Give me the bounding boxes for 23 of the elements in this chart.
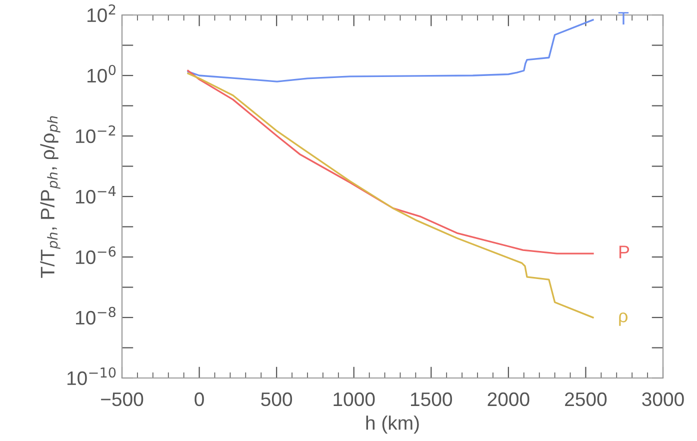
y-tick-label: 10$^{−4}$ [76,186,116,204]
x-tick-label: 1500 [411,392,452,406]
series-label: P [619,246,630,258]
y-tick-label: 10$^{2}$ [88,4,116,22]
x-axis-title: h (km) [366,416,419,434]
line-series [187,70,594,254]
x-tick-label: −500 [101,392,144,406]
x-tick-label: 500 [261,392,292,406]
y-axis-title: T/T$_{ph}$, P/P$_{ph}$, ρ/ρ$_{ph}$ [40,116,60,278]
y-tick-label: 10$^{−8}$ [76,306,116,325]
series-label: ρ [619,312,628,326]
series-label: T [618,12,629,25]
x-tick-label: 2500 [565,392,607,406]
line-series [187,72,594,318]
x-tick-label: 1000 [334,392,375,406]
y-tick-label: 10$^{0}$ [88,64,116,83]
x-tick-label: 2000 [488,392,530,406]
y-tick-label: 10$^{−6}$ [76,246,116,264]
x-tick-label: 3000 [642,392,684,406]
line-series [187,19,594,82]
x-tick-label: 0 [194,392,204,406]
y-tick-label: 10$^{−10}$ [67,367,116,386]
y-tick-label: 10$^{−2}$ [76,125,116,144]
